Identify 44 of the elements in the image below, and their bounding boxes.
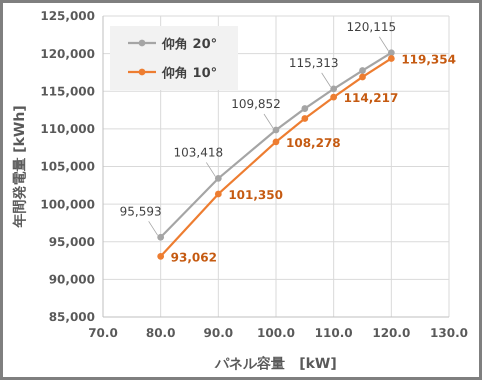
point [214,190,222,198]
x-tick-label: 70.0 [88,326,118,340]
x-tick-label: 110.0 [314,326,353,340]
data-label: 114,217 [344,91,398,106]
point [157,252,164,260]
y-tick-label: 115,000 [40,84,95,98]
point [272,126,280,134]
data-label: 119,354 [401,52,456,66]
point [214,175,222,182]
point [157,234,164,241]
x-tick-label: 130.0 [430,326,468,340]
point [330,86,338,92]
x-tick-label: 100.0 [257,326,295,340]
legend-label: 仰角 10° [161,66,218,81]
data-label: 101,350 [228,188,283,202]
y-tick-label: 85,000 [48,310,95,324]
x-axis-title: パネル容量 [kW] [214,355,337,372]
y-tick-label: 110,000 [40,122,95,136]
data-label: 115,313 [288,56,338,70]
point [359,74,366,80]
point [330,94,338,101]
data-label: 95,593 [120,204,162,218]
point [359,67,366,74]
data-label: 93,062 [170,250,217,264]
y-axis-title: 年間発電量 [kWh] [12,105,28,229]
point [301,115,308,122]
point [301,105,308,112]
y-tick-label: 100,000 [40,197,95,212]
data-label: 103,418 [174,145,224,160]
y-tick-label: 120,000 [40,46,95,61]
y-tick-label: 90,000 [48,272,95,287]
x-tick-label: 90.0 [204,326,234,340]
data-label: 108,278 [286,136,341,150]
point [388,49,395,56]
y-tick-label: 95,000 [48,234,95,249]
data-label: 109,852 [231,96,281,111]
x-tick-label: 80.0 [146,326,176,340]
point [272,138,280,146]
x-tick-label: 120.0 [372,326,410,340]
y-tick-label: 105,000 [40,160,95,174]
point [388,55,395,62]
y-tick-label: 125,000 [40,9,95,24]
data-label: 120,115 [346,20,396,34]
legend-label: 仰角 20° [161,37,218,52]
